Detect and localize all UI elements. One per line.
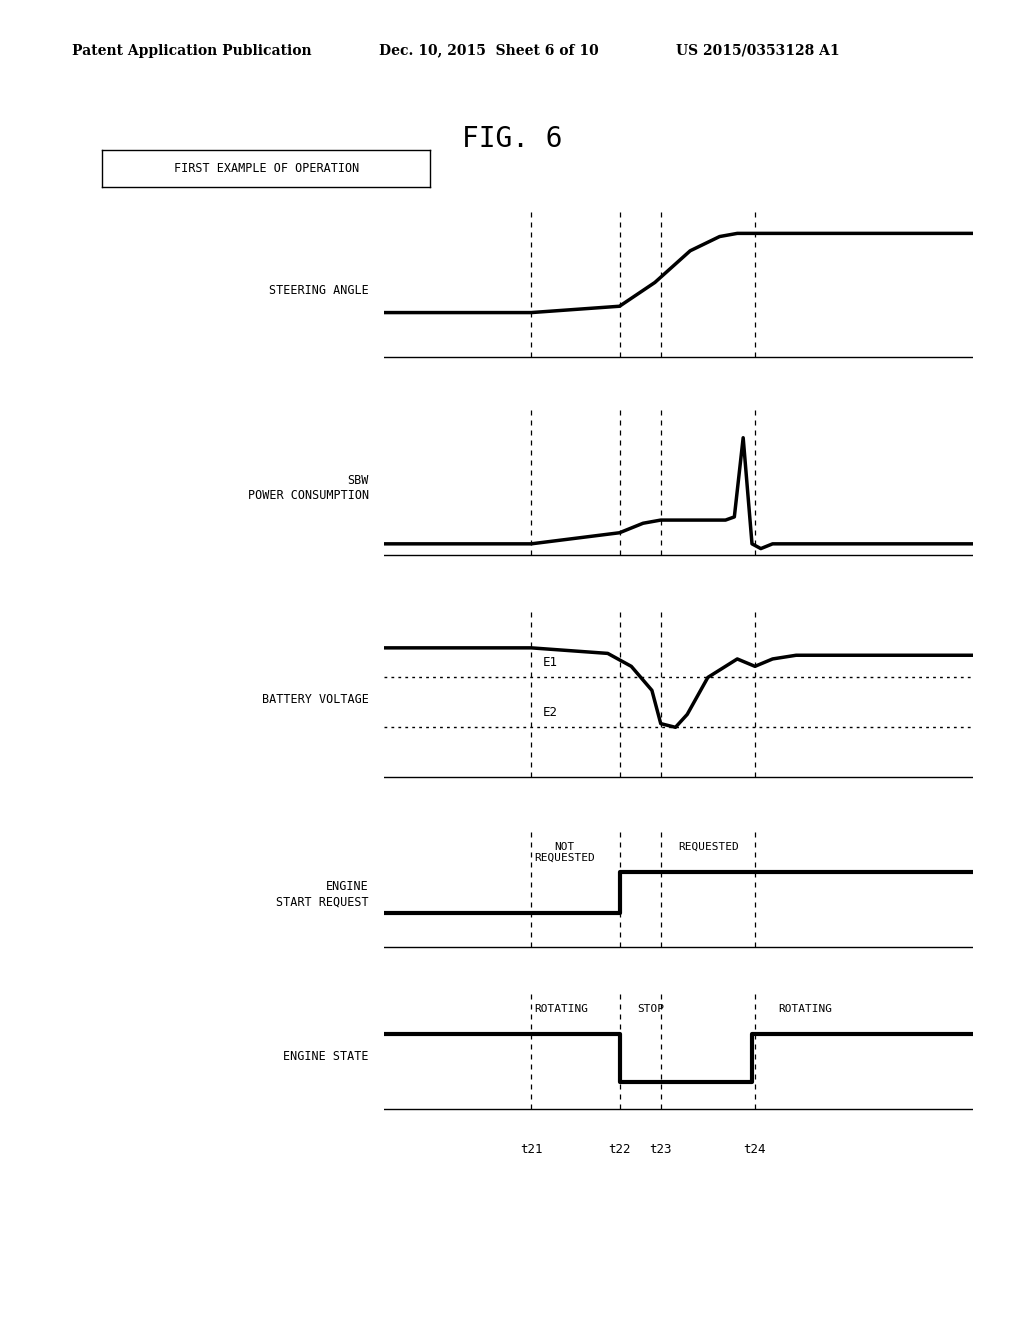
Text: FIG. 6: FIG. 6 xyxy=(462,125,562,153)
Text: t23: t23 xyxy=(649,1143,672,1156)
Text: t22: t22 xyxy=(608,1143,631,1156)
Text: REQUESTED: REQUESTED xyxy=(678,842,739,851)
Text: t21: t21 xyxy=(520,1143,543,1156)
Text: E2: E2 xyxy=(543,706,558,719)
Text: Dec. 10, 2015  Sheet 6 of 10: Dec. 10, 2015 Sheet 6 of 10 xyxy=(379,44,599,58)
Text: SBW
POWER CONSUMPTION: SBW POWER CONSUMPTION xyxy=(248,474,369,503)
Text: US 2015/0353128 A1: US 2015/0353128 A1 xyxy=(676,44,840,58)
Text: STOP: STOP xyxy=(637,1005,665,1014)
Text: ROTATING: ROTATING xyxy=(535,1005,588,1014)
Text: BATTERY VOLTAGE: BATTERY VOLTAGE xyxy=(262,693,369,706)
Text: FIRST EXAMPLE OF OPERATION: FIRST EXAMPLE OF OPERATION xyxy=(174,162,358,176)
Text: ENGINE
START REQUEST: ENGINE START REQUEST xyxy=(276,880,369,908)
Text: STEERING ANGLE: STEERING ANGLE xyxy=(269,284,369,297)
Text: t24: t24 xyxy=(743,1143,766,1156)
Text: ENGINE STATE: ENGINE STATE xyxy=(284,1051,369,1063)
Text: NOT
REQUESTED: NOT REQUESTED xyxy=(535,842,595,863)
Text: Patent Application Publication: Patent Application Publication xyxy=(72,44,311,58)
Text: ROTATING: ROTATING xyxy=(778,1005,833,1014)
Text: E1: E1 xyxy=(543,656,558,669)
